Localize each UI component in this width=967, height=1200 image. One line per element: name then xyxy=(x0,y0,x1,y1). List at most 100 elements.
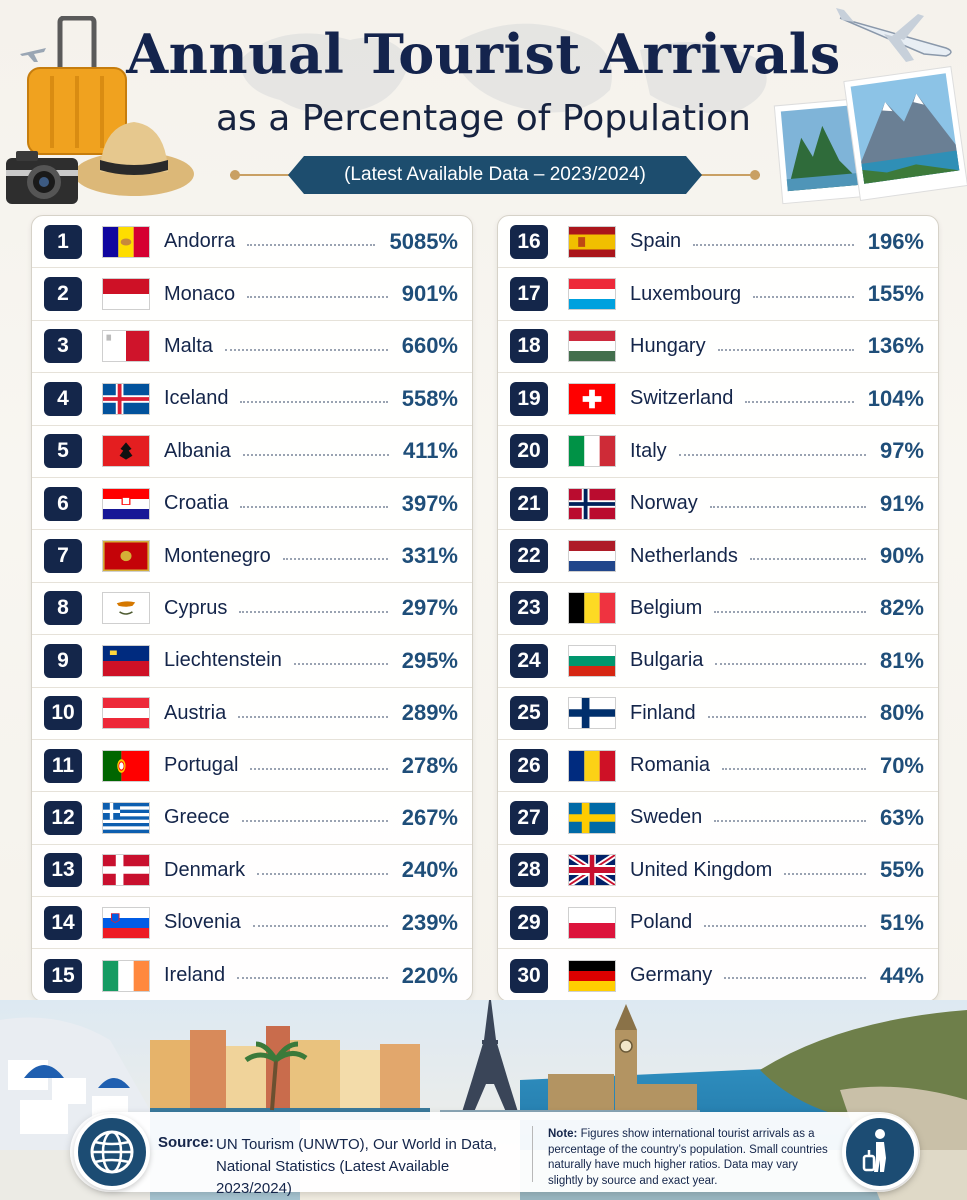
country-name: Norway xyxy=(630,492,698,515)
source-bar xyxy=(70,1112,920,1192)
percentage-value: 220% xyxy=(401,962,458,988)
ranking-panel-left: 1 Andorra 5085% 2 Monaco 901% 3 Malta 660% 4 Icela… xyxy=(31,215,473,1002)
rank-badge: 14 xyxy=(44,905,82,940)
spain-flag xyxy=(568,225,616,258)
table-row: 10 Austria 289% xyxy=(32,688,472,740)
sweden-flag xyxy=(568,801,616,834)
rank-badge: 25 xyxy=(510,696,548,731)
leader-dots xyxy=(745,401,854,404)
country-name: Monaco xyxy=(164,282,236,305)
eiffel-tower-icon xyxy=(462,1000,518,1112)
country-name: Montenegro xyxy=(164,544,271,567)
romania-flag xyxy=(568,749,616,782)
leader-dots xyxy=(707,715,866,718)
rank-badge: 20 xyxy=(510,434,548,469)
finland-flag xyxy=(568,697,616,730)
date-ribbon: (Latest Available Data – 2023/2024) xyxy=(288,156,702,194)
leader-dots xyxy=(282,558,388,561)
table-row: 11 Portugal 278% xyxy=(32,740,472,793)
leader-dots xyxy=(241,820,388,823)
page-title: Annual Tourist Arrivals xyxy=(126,22,841,86)
percentage-value: 240% xyxy=(401,857,458,883)
leader-dots xyxy=(715,663,866,666)
percentage-value: 901% xyxy=(401,281,458,307)
country-name: Denmark xyxy=(164,858,246,881)
greece-flag xyxy=(102,801,150,834)
country-name: Italy xyxy=(630,439,667,462)
leader-dots xyxy=(784,872,866,875)
country-name: Cyprus xyxy=(164,596,228,619)
montenegro-flag xyxy=(102,540,150,573)
country-name: Albania xyxy=(164,439,231,462)
percentage-value: 51% xyxy=(879,909,924,935)
ranking-panel-right: 16 Spain 196% 17 Luxembourg 155% 18 Hungary 136%… xyxy=(497,215,939,1002)
leader-dots xyxy=(724,977,866,980)
table-row: 20 Italy 97% xyxy=(498,426,938,478)
table-row: 28 United Kingdom 55% xyxy=(498,845,938,898)
rank-badge: 16 xyxy=(510,224,548,259)
country-name: Netherlands xyxy=(630,544,738,567)
percentage-value: 80% xyxy=(879,700,924,726)
source-divider xyxy=(532,1126,533,1182)
rank-badge: 30 xyxy=(510,958,548,993)
percentage-value: 289% xyxy=(401,700,458,726)
country-name: Belgium xyxy=(630,596,703,619)
rank-badge: 4 xyxy=(44,381,82,416)
slovenia-flag xyxy=(102,906,150,939)
table-row: 25 Finland 80% xyxy=(498,688,938,740)
leader-dots xyxy=(722,767,866,770)
country-name: Austria xyxy=(164,701,227,724)
rank-badge: 8 xyxy=(44,591,82,626)
country-name: Romania xyxy=(630,754,711,777)
country-name: Greece xyxy=(164,806,230,829)
leader-dots xyxy=(238,715,388,718)
percentage-value: 136% xyxy=(867,333,924,359)
iceland-flag xyxy=(102,382,150,415)
country-name: Spain xyxy=(630,230,682,253)
table-row: 26 Romania 70% xyxy=(498,740,938,793)
leader-dots xyxy=(224,348,388,351)
page-subtitle: as a Percentage of Population xyxy=(215,98,751,139)
small-airplane-icon xyxy=(20,48,46,62)
table-row: 18 Hungary 136% xyxy=(498,321,938,374)
percentage-value: 660% xyxy=(401,333,458,359)
rank-badge: 5 xyxy=(44,434,82,469)
leader-dots xyxy=(250,767,388,770)
rank-badge: 3 xyxy=(44,329,82,364)
table-row: 9 Liechtenstein 295% xyxy=(32,635,472,688)
country-name: Switzerland xyxy=(630,387,734,410)
leader-dots xyxy=(239,610,388,613)
rank-badge: 22 xyxy=(510,539,548,574)
rank-badge: 28 xyxy=(510,853,548,888)
leader-dots xyxy=(709,505,866,508)
percentage-value: 90% xyxy=(879,543,924,569)
percentage-value: 5085% xyxy=(389,228,458,254)
leader-dots xyxy=(753,296,854,299)
ribbon-dot-left xyxy=(230,170,240,180)
country-name: Luxembourg xyxy=(630,282,742,305)
portugal-flag xyxy=(102,749,150,782)
percentage-value: 63% xyxy=(879,804,924,830)
table-row: 14 Slovenia 239% xyxy=(32,897,472,950)
luxembourg-flag xyxy=(568,278,616,311)
leader-dots xyxy=(704,925,866,928)
ribbon-dot-right xyxy=(750,170,760,180)
note-body: Figures show international tourist arriv… xyxy=(548,1128,828,1187)
country-name: Croatia xyxy=(164,492,229,515)
country-name: Iceland xyxy=(164,387,229,410)
country-name: Malta xyxy=(164,334,213,357)
malta-flag xyxy=(102,330,150,363)
denmark-flag xyxy=(102,854,150,887)
date-ribbon-container: (Latest Available Data – 2023/2024) xyxy=(230,156,760,194)
percentage-value: 558% xyxy=(401,385,458,411)
leader-dots xyxy=(693,244,854,246)
straw-hat-icon xyxy=(74,122,194,196)
rank-badge: 11 xyxy=(44,748,82,783)
table-row: 2 Monaco 901% xyxy=(32,268,472,321)
table-row: 3 Malta 660% xyxy=(32,321,472,374)
croatia-flag xyxy=(102,487,150,520)
italy-flag xyxy=(568,435,616,468)
leader-dots xyxy=(247,296,388,299)
country-name: Finland xyxy=(630,701,696,724)
percentage-value: 81% xyxy=(879,647,924,673)
